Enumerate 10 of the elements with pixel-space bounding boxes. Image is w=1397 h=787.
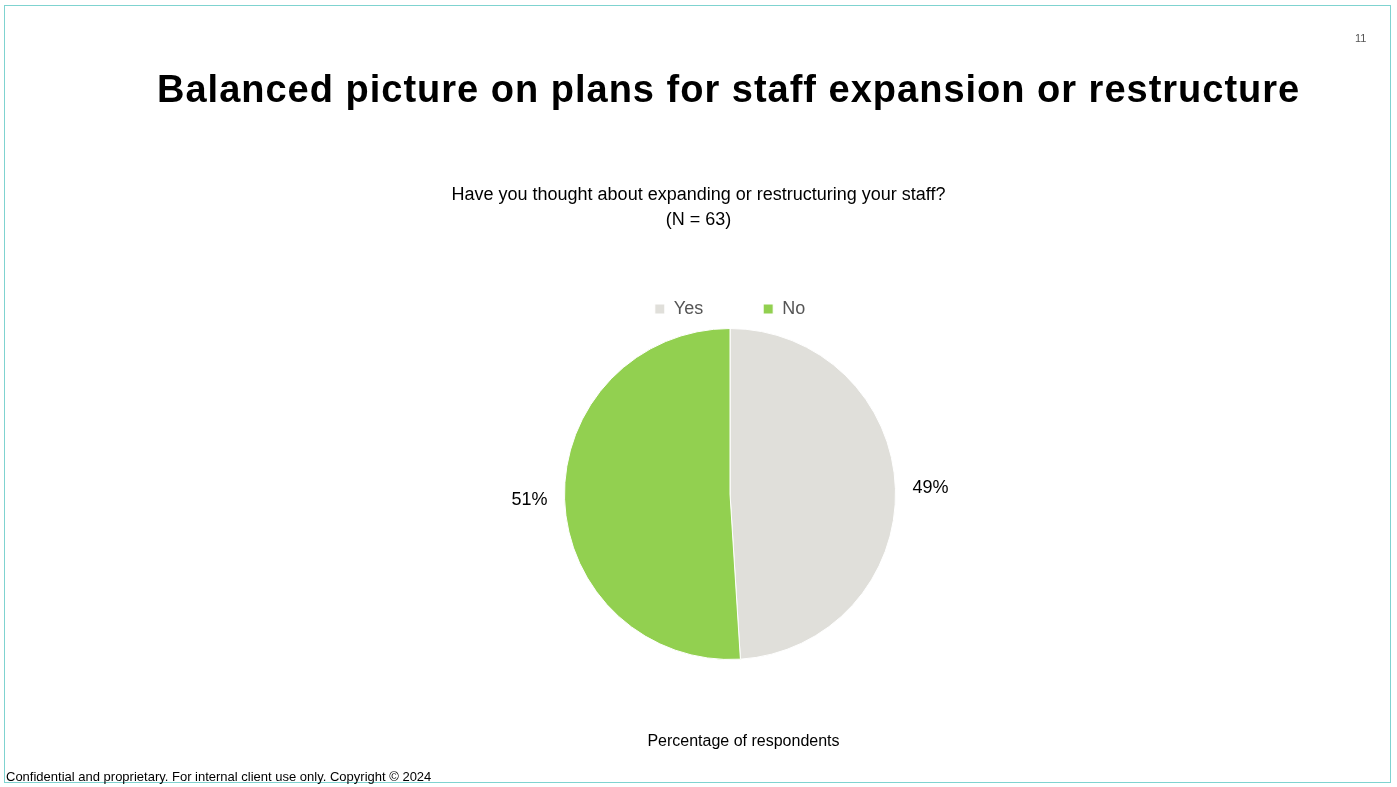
text: 11: [1355, 32, 1367, 44]
text: Percentage of respondents: [646, 732, 841, 750]
data-label: 49%: [912, 476, 949, 497]
legend-label: Yes: [673, 297, 704, 318]
chart-subtitle: (N = 63): [664, 209, 733, 230]
text: Balanced picture on plans for staff expansion or restructure: [157, 68, 1301, 111]
chart-title: Have you thought about expanding or restructuring your staff?: [450, 184, 947, 205]
data-label: 51%: [511, 489, 548, 510]
legend-label: No: [782, 297, 806, 318]
text: Confidential and proprietary. For internal client use only. Copyright © 2024: [6, 769, 432, 784]
